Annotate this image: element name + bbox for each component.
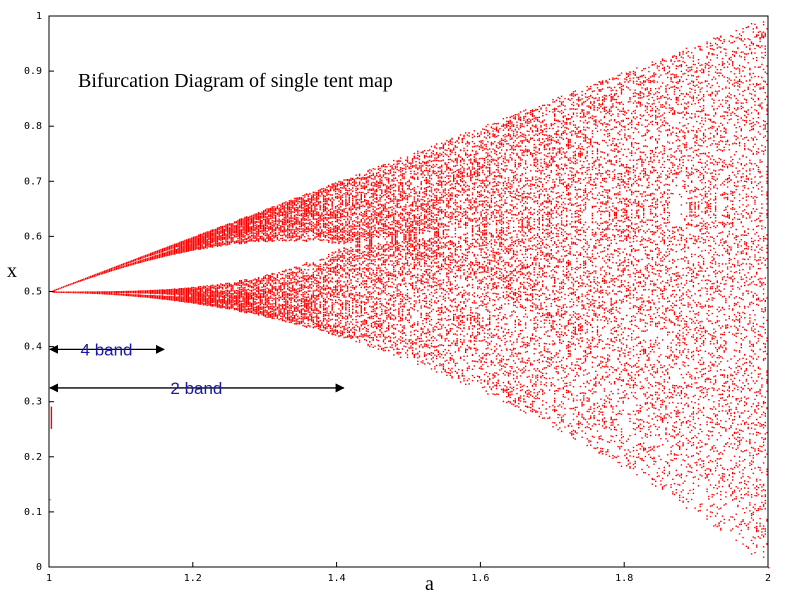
band-label: 2 band xyxy=(170,379,222,398)
band-label: 4 band xyxy=(81,340,133,359)
y-tick-label: 0.4 xyxy=(24,342,42,353)
y-tick-label: 1 xyxy=(36,11,42,22)
x-tick-label: 1.8 xyxy=(615,573,633,584)
x-tick-label: 1.6 xyxy=(471,573,489,584)
bifurcation-points xyxy=(49,21,770,569)
y-tick-label: 0.3 xyxy=(24,397,42,408)
y-tick-label: 0.9 xyxy=(24,66,42,77)
y-tick-label: 0.8 xyxy=(24,121,42,132)
x-tick-label: 1.2 xyxy=(184,573,202,584)
x-tick-label: 2 xyxy=(765,573,771,584)
band-annotations: 4 band 2 band xyxy=(49,340,345,398)
y-axis-label: x xyxy=(7,260,17,282)
chart-title: Bifurcation Diagram of single tent map xyxy=(78,70,393,92)
y-tick-label: 0.6 xyxy=(24,231,42,242)
y-tick-label: 0.1 xyxy=(24,507,42,518)
y-axis-ticks: 0 0.1 0.2 0.3 0.4 0.5 0.6 0.7 0.8 0.9 1 xyxy=(24,11,54,573)
y-tick-label: 0 xyxy=(36,562,42,573)
y-tick-label: 0.7 xyxy=(24,176,42,187)
point-cloud xyxy=(49,21,770,569)
x-axis-label: a xyxy=(425,573,434,595)
x-axis-ticks: 1 1.2 1.4 1.6 1.8 2 xyxy=(46,562,771,584)
x-tick-label: 1.4 xyxy=(328,573,346,584)
x-tick-label: 1 xyxy=(46,573,52,584)
y-tick-label: 0.2 xyxy=(24,452,42,463)
y-tick-label: 0.5 xyxy=(24,287,42,298)
